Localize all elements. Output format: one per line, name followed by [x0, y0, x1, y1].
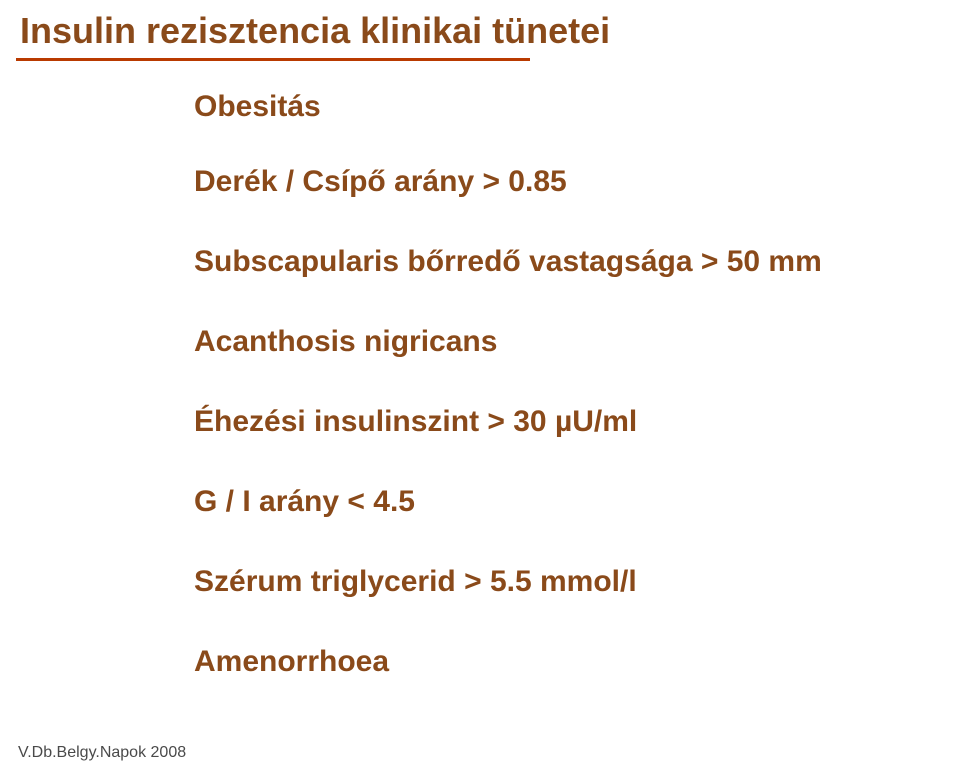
body-item-1: Derék / Csípő arány > 0.85 [194, 165, 567, 199]
footer-text: V.Db.Belgy.Napok 2008 [18, 744, 186, 762]
body-item-4: Éhezési insulinszint > 30 µU/ml [194, 405, 637, 439]
slide: Insulin rezisztencia klinikai tünetei Ob… [0, 0, 960, 772]
body-item-6: Szérum triglycerid > 5.5 mmol/l [194, 565, 637, 599]
body-item-5: G / I arány < 4.5 [194, 485, 415, 519]
body-item-7: Amenorrhoea [194, 645, 389, 679]
body-item-2: Subscapularis bőrredő vastagsága > 50 mm [194, 245, 822, 279]
slide-title: Insulin rezisztencia klinikai tünetei [20, 10, 610, 52]
title-underline [16, 58, 530, 61]
body-item-0: Obesitás [194, 90, 321, 124]
body-item-3: Acanthosis nigricans [194, 325, 497, 359]
